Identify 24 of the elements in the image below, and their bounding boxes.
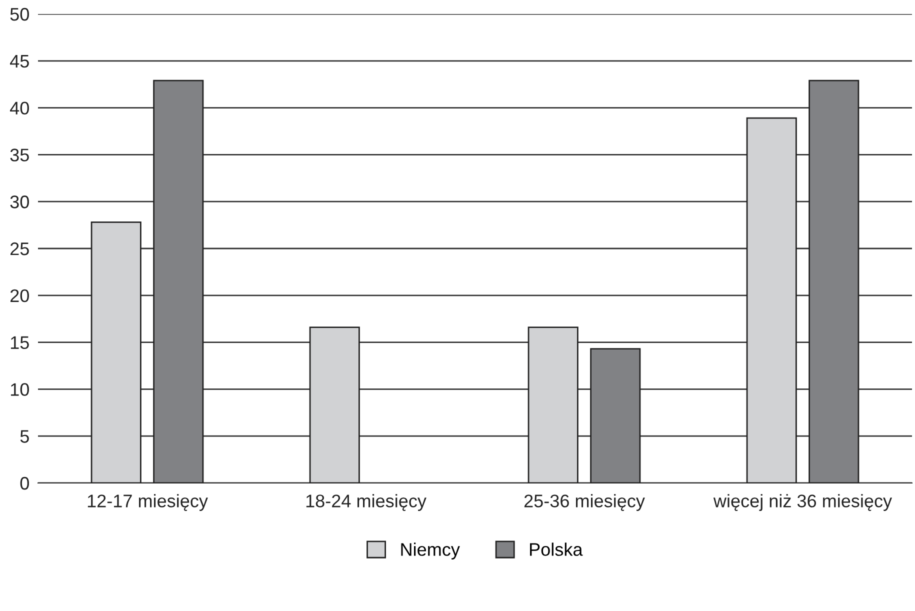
y-tick-label: 5 xyxy=(20,430,29,443)
x-tick-label: 12-17 miesięcy xyxy=(88,494,208,511)
y-tick-label: 40 xyxy=(10,102,29,115)
bar xyxy=(590,348,641,483)
bar xyxy=(153,80,204,483)
y-tick-label: 20 xyxy=(10,289,29,302)
y-tick-label: 25 xyxy=(10,242,29,256)
x-tick-label: więcej niż 36 miesięcy xyxy=(713,494,892,511)
legend-label: Niemcy xyxy=(401,542,460,560)
y-tick-label: 35 xyxy=(10,148,29,162)
legend-label: Polska xyxy=(530,542,583,556)
bar xyxy=(528,326,578,483)
y-tick-label: 15 xyxy=(10,336,29,350)
bar xyxy=(746,117,797,483)
bar xyxy=(808,80,860,483)
bar xyxy=(90,222,142,483)
y-tick-label: 0 xyxy=(20,476,29,490)
y-tick-label: 10 xyxy=(10,383,29,396)
x-tick-label: 25-36 miesięcy xyxy=(524,494,645,511)
x-tick-label: 18-24 miesięcy xyxy=(306,494,426,511)
y-tick-label: 45 xyxy=(10,55,29,68)
bar xyxy=(309,326,360,483)
y-tick-label: 30 xyxy=(10,196,29,208)
y-tick-label: 50 xyxy=(10,8,29,21)
